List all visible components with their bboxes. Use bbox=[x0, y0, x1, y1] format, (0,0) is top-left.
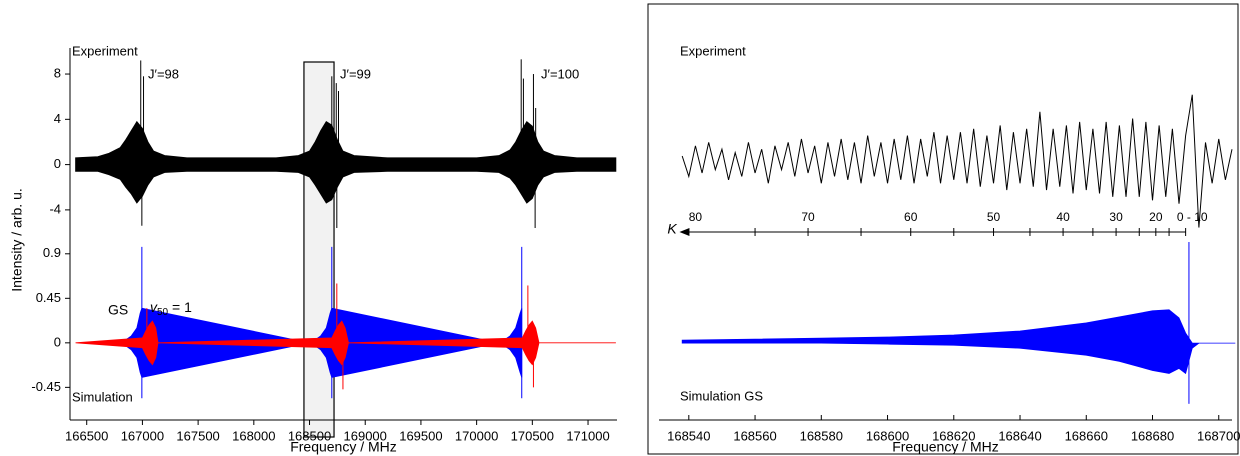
y-tick-label: 0 bbox=[54, 334, 61, 349]
legend-label-part: = 1 bbox=[168, 299, 192, 315]
legend-label-part: v bbox=[150, 299, 158, 315]
right-frame bbox=[647, 3, 1239, 455]
x-tick-label: 167000 bbox=[121, 428, 164, 443]
x-tick-label: 170500 bbox=[511, 428, 554, 443]
spectrum-band bbox=[681, 309, 1236, 375]
x-tick-label: 167500 bbox=[176, 428, 219, 443]
y-tick-label: 0.9 bbox=[43, 245, 61, 260]
k-axis-label: K bbox=[667, 221, 677, 237]
y-tick-label: 0 bbox=[54, 156, 61, 171]
k-tick-label: 80 bbox=[689, 210, 703, 224]
y-tick-label: 0.45 bbox=[36, 290, 61, 305]
annotation: J′=100 bbox=[541, 66, 579, 81]
x-tick-label: 168560 bbox=[733, 428, 776, 443]
x-tick-label: 171000 bbox=[566, 428, 609, 443]
legend-label: v50 = 1 bbox=[150, 299, 192, 318]
x-tick-label: 168680 bbox=[1131, 428, 1174, 443]
x-axis-label: Frequency / MHz bbox=[892, 439, 999, 455]
k-tick-label: 50 bbox=[987, 210, 1001, 224]
panel-label: Experiment bbox=[680, 43, 746, 58]
x-tick-label: 168640 bbox=[998, 428, 1041, 443]
x-tick-label: 168580 bbox=[800, 428, 843, 443]
k-tick-label: 0 - 10 bbox=[1177, 210, 1208, 224]
x-tick-label: 168540 bbox=[667, 428, 710, 443]
k-tick-label: 30 bbox=[1109, 210, 1123, 224]
annotation: J′=98 bbox=[148, 66, 179, 81]
k-tick-label: 60 bbox=[904, 210, 918, 224]
y-tick-label: -4 bbox=[49, 201, 61, 216]
x-tick-label: 168660 bbox=[1065, 428, 1108, 443]
highlight-box bbox=[303, 61, 335, 438]
y-tick-label: -0.45 bbox=[31, 379, 61, 394]
legend-label: GS bbox=[108, 302, 128, 318]
x-tick-label: 169500 bbox=[399, 428, 442, 443]
x-tick-label: 168500 bbox=[288, 428, 331, 443]
k-tick-label: 40 bbox=[1056, 210, 1070, 224]
x-tick-label: 168000 bbox=[232, 428, 275, 443]
x-axis-label: Frequency / MHz bbox=[290, 439, 397, 455]
k-tick-label: 20 bbox=[1149, 210, 1163, 224]
legend-label-part: 50 bbox=[157, 307, 169, 318]
x-tick-label: 168600 bbox=[866, 428, 909, 443]
y-tick-label: 8 bbox=[54, 65, 61, 80]
spectrum-band bbox=[75, 120, 617, 204]
panel-label: Simulation bbox=[72, 389, 133, 404]
spectrum-band bbox=[75, 320, 616, 366]
k-tick-label: 70 bbox=[801, 210, 815, 224]
x-tick-label: 168700 bbox=[1197, 428, 1240, 443]
x-tick-label: 170000 bbox=[455, 428, 498, 443]
annotation: J′=99 bbox=[340, 66, 371, 81]
x-tick-label: 169000 bbox=[344, 428, 387, 443]
x-tick-label: 168620 bbox=[932, 428, 975, 443]
panel-label: Simulation GS bbox=[680, 388, 763, 403]
y-axis-label: Intensity / arb. u. bbox=[9, 188, 25, 292]
y-tick-label: 4 bbox=[54, 111, 61, 126]
panel-label: Experiment bbox=[72, 43, 138, 58]
k-axis-arrow bbox=[679, 228, 690, 236]
x-tick-label: 166500 bbox=[65, 428, 108, 443]
spectrum-line bbox=[681, 94, 1233, 228]
